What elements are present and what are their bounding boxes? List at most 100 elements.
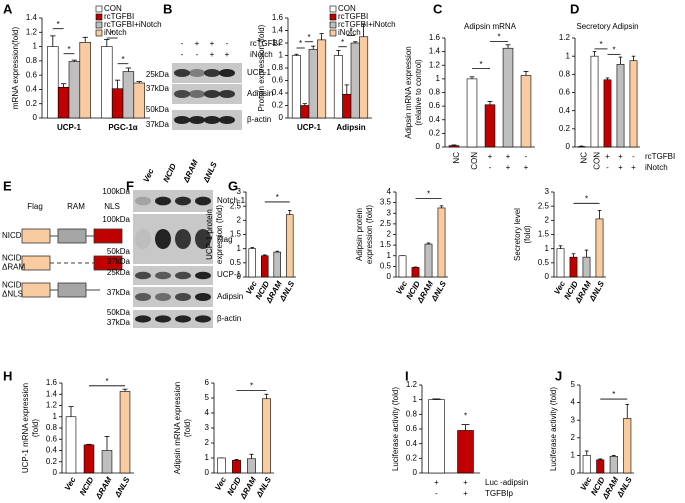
y-tick-label: 1.2 bbox=[272, 38, 284, 47]
bar bbox=[595, 218, 604, 278]
y-tick-label: 1 bbox=[387, 251, 392, 260]
y-tick-label: 0.5 bbox=[380, 261, 392, 270]
legend-label: CON bbox=[104, 4, 122, 13]
blot-signal bbox=[135, 229, 151, 249]
condition-sign: + bbox=[463, 478, 468, 487]
condition-sign: - bbox=[632, 152, 635, 161]
panel-label: E bbox=[3, 178, 12, 193]
condition-name: iNotch bbox=[645, 163, 668, 172]
band-label: Adipsin bbox=[247, 89, 273, 98]
bar bbox=[291, 55, 301, 119]
y-axis-label: Protein expression (fold) bbox=[257, 24, 266, 111]
treatment-sign: - bbox=[196, 50, 199, 59]
y-tick-label: 3 bbox=[545, 187, 550, 196]
y-axis-label: UCP-1 mRNA expression bbox=[21, 383, 30, 473]
y-tick-label: 1.6 bbox=[429, 33, 441, 42]
bar bbox=[556, 248, 565, 278]
y-tick-label: 0.6 bbox=[406, 424, 418, 433]
x-tick-label: ΔRAM bbox=[93, 475, 113, 501]
bar bbox=[232, 459, 241, 474]
blot-signal bbox=[189, 90, 205, 98]
y-tick-label: 0 bbox=[413, 468, 418, 477]
significance-mark: * bbox=[464, 411, 467, 420]
y-tick-label: 0.8 bbox=[406, 409, 418, 418]
y-tick-label: 0 bbox=[53, 468, 58, 477]
y-tick-label: 1.2 bbox=[559, 33, 571, 42]
significance-mark: * bbox=[479, 60, 482, 69]
y-tick-label: 1 bbox=[571, 451, 576, 460]
condition-sign: - bbox=[435, 489, 438, 498]
bar bbox=[262, 398, 271, 474]
blot-band bbox=[133, 190, 213, 212]
construct-label: ΔNLS bbox=[2, 290, 23, 299]
y-tick-label: 0.5 bbox=[538, 258, 550, 267]
panel-label: D bbox=[570, 1, 579, 16]
y-tick-label: 0.8 bbox=[559, 69, 571, 78]
bar bbox=[623, 418, 632, 474]
bar bbox=[596, 459, 605, 474]
bar bbox=[342, 93, 352, 119]
bar bbox=[300, 105, 310, 119]
bar bbox=[457, 430, 474, 474]
legend-swatch bbox=[329, 5, 337, 13]
bar bbox=[569, 256, 578, 278]
y-tick-label: 0.2 bbox=[429, 128, 441, 137]
significance-mark: * bbox=[349, 27, 352, 36]
bar bbox=[629, 60, 638, 148]
legend-swatch bbox=[329, 13, 337, 21]
mw-marker: 50kDa bbox=[107, 247, 131, 256]
treatment-sign: + bbox=[210, 50, 215, 59]
blot-signal bbox=[189, 69, 205, 77]
blot-signal bbox=[195, 293, 211, 301]
construct-label: NCID bbox=[2, 254, 22, 263]
blot-signal bbox=[174, 90, 190, 98]
domain-label: RAM bbox=[67, 202, 85, 211]
y-tick-label: 3.5 bbox=[380, 198, 392, 207]
y-tick-label: 0 bbox=[566, 142, 571, 151]
y-tick-label: 2 bbox=[205, 438, 210, 447]
significance-mark: * bbox=[427, 189, 430, 198]
y-tick-label: 1.4 bbox=[26, 13, 38, 22]
blot-signal bbox=[219, 90, 235, 98]
y-tick-label: 5 bbox=[571, 380, 576, 389]
y-axis-label: Adipsin protein bbox=[355, 208, 364, 261]
y-tick-label: 0 bbox=[571, 468, 576, 477]
blot-signal bbox=[174, 116, 190, 124]
y-tick-label: 1.5 bbox=[230, 230, 242, 239]
bar bbox=[261, 255, 269, 278]
bar bbox=[428, 399, 445, 474]
blot-signal bbox=[155, 196, 171, 206]
blot-signal bbox=[135, 293, 151, 301]
y-tick-label: 3 bbox=[237, 187, 242, 196]
y-tick-label: 3 bbox=[205, 423, 210, 432]
y-tick-label: 1.2 bbox=[26, 27, 38, 36]
bar bbox=[582, 455, 591, 474]
y-tick-label: 4 bbox=[571, 398, 576, 407]
condition-sign: + bbox=[463, 489, 468, 498]
domain-box bbox=[21, 228, 51, 244]
blot-signal bbox=[204, 69, 220, 77]
y-tick-label: 5 bbox=[205, 393, 210, 402]
y-tick-label: 0.4 bbox=[559, 106, 571, 115]
y-tick-label: 0.6 bbox=[272, 76, 284, 85]
condition-name: rcTGFBI bbox=[645, 152, 675, 161]
y-axis-label: expression (fold) bbox=[365, 205, 374, 264]
y-tick-label: 0.5 bbox=[230, 258, 242, 267]
y-tick-label: 1 bbox=[436, 74, 441, 83]
legend-swatch bbox=[95, 5, 103, 13]
treatment-sign: - bbox=[181, 50, 184, 59]
construct-label: ΔRAM bbox=[2, 263, 25, 272]
y-tick-label: 1.2 bbox=[429, 60, 441, 69]
bar bbox=[47, 46, 59, 119]
y-tick-label: 0.2 bbox=[26, 99, 38, 108]
blot-signal bbox=[155, 293, 171, 301]
significance-mark: * bbox=[276, 193, 279, 202]
y-axis-label: (fold) bbox=[183, 419, 192, 438]
y-tick-label: 1.2 bbox=[46, 401, 58, 410]
condition-sign: + bbox=[605, 152, 610, 161]
y-tick-label: 1.5 bbox=[380, 240, 392, 249]
y-tick-label: 1.2 bbox=[406, 380, 418, 389]
bar bbox=[273, 251, 281, 278]
band-label: β-actin bbox=[217, 314, 241, 323]
bar bbox=[248, 248, 256, 278]
